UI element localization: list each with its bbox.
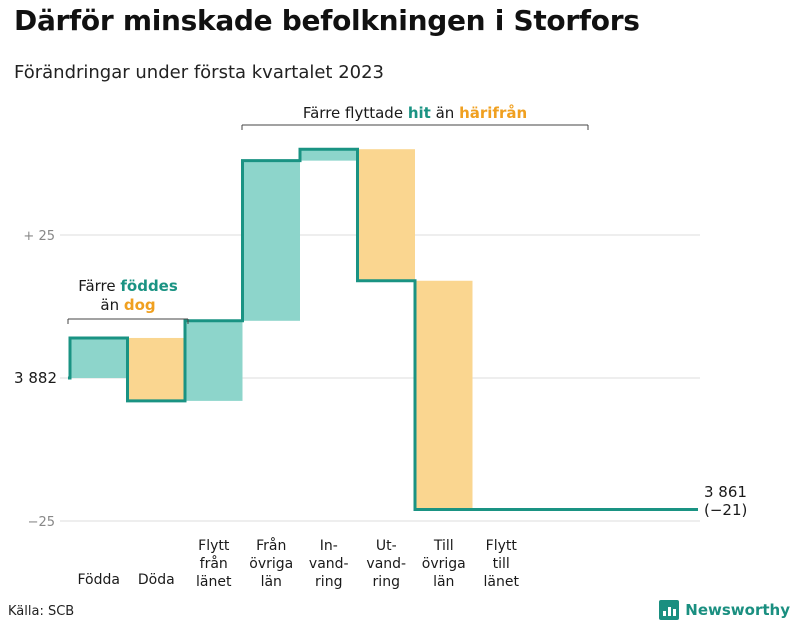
chart-subtitle: Förändringar under första kvartalet 2023 — [14, 62, 385, 83]
x-category-label: Från — [256, 537, 286, 554]
x-category-label: Födda — [78, 572, 120, 588]
x-category-label: Döda — [138, 572, 175, 588]
x-category-label: In- — [320, 538, 338, 554]
y-tick-label: + 25 — [23, 229, 55, 244]
bar — [242, 160, 300, 321]
end-value-label: 3 861 — [704, 483, 747, 501]
x-category-label: till — [493, 556, 510, 572]
x-category-label: vand- — [309, 556, 349, 572]
x-category-label: Flytt — [198, 538, 230, 554]
x-category-label: Ut- — [376, 538, 397, 554]
bar — [357, 149, 415, 281]
x-category-label: ring — [373, 574, 400, 590]
annotation-text: än dog — [100, 296, 155, 314]
annotation-text: Färre flyttade hit än härifrån — [303, 104, 527, 122]
y-tick-label: −25 — [28, 515, 55, 530]
x-category-label: Flytt — [486, 538, 518, 554]
bar — [300, 149, 358, 161]
x-category-label: länet — [484, 574, 520, 590]
bar — [127, 337, 185, 401]
newsworthy-logo-icon — [659, 600, 680, 620]
x-category-label: Till — [433, 538, 454, 554]
brand-name: Newsworthy — [685, 601, 790, 619]
annotation-text: Färre föddes — [78, 277, 178, 295]
y-tick-label: 3 882 — [14, 369, 57, 387]
chart-title: Därför minskade befolkningen i Storfors — [14, 4, 640, 37]
cumulative-line — [68, 147, 698, 512]
x-category-label: ring — [315, 574, 342, 590]
bar — [70, 337, 128, 378]
x-category-label: länet — [196, 574, 232, 590]
x-category-label: övriga — [249, 556, 293, 572]
source-note: Källa: SCB — [8, 604, 75, 619]
bar — [415, 280, 473, 510]
x-category-label: län — [261, 574, 282, 590]
bar — [185, 320, 243, 401]
x-category-label: vand- — [366, 556, 406, 572]
x-category-label: övriga — [422, 556, 466, 572]
x-category-label: från — [200, 555, 228, 572]
end-change-label: (−21) — [704, 501, 747, 519]
x-category-label: län — [433, 574, 454, 590]
brand: Newsworthy — [659, 600, 790, 620]
